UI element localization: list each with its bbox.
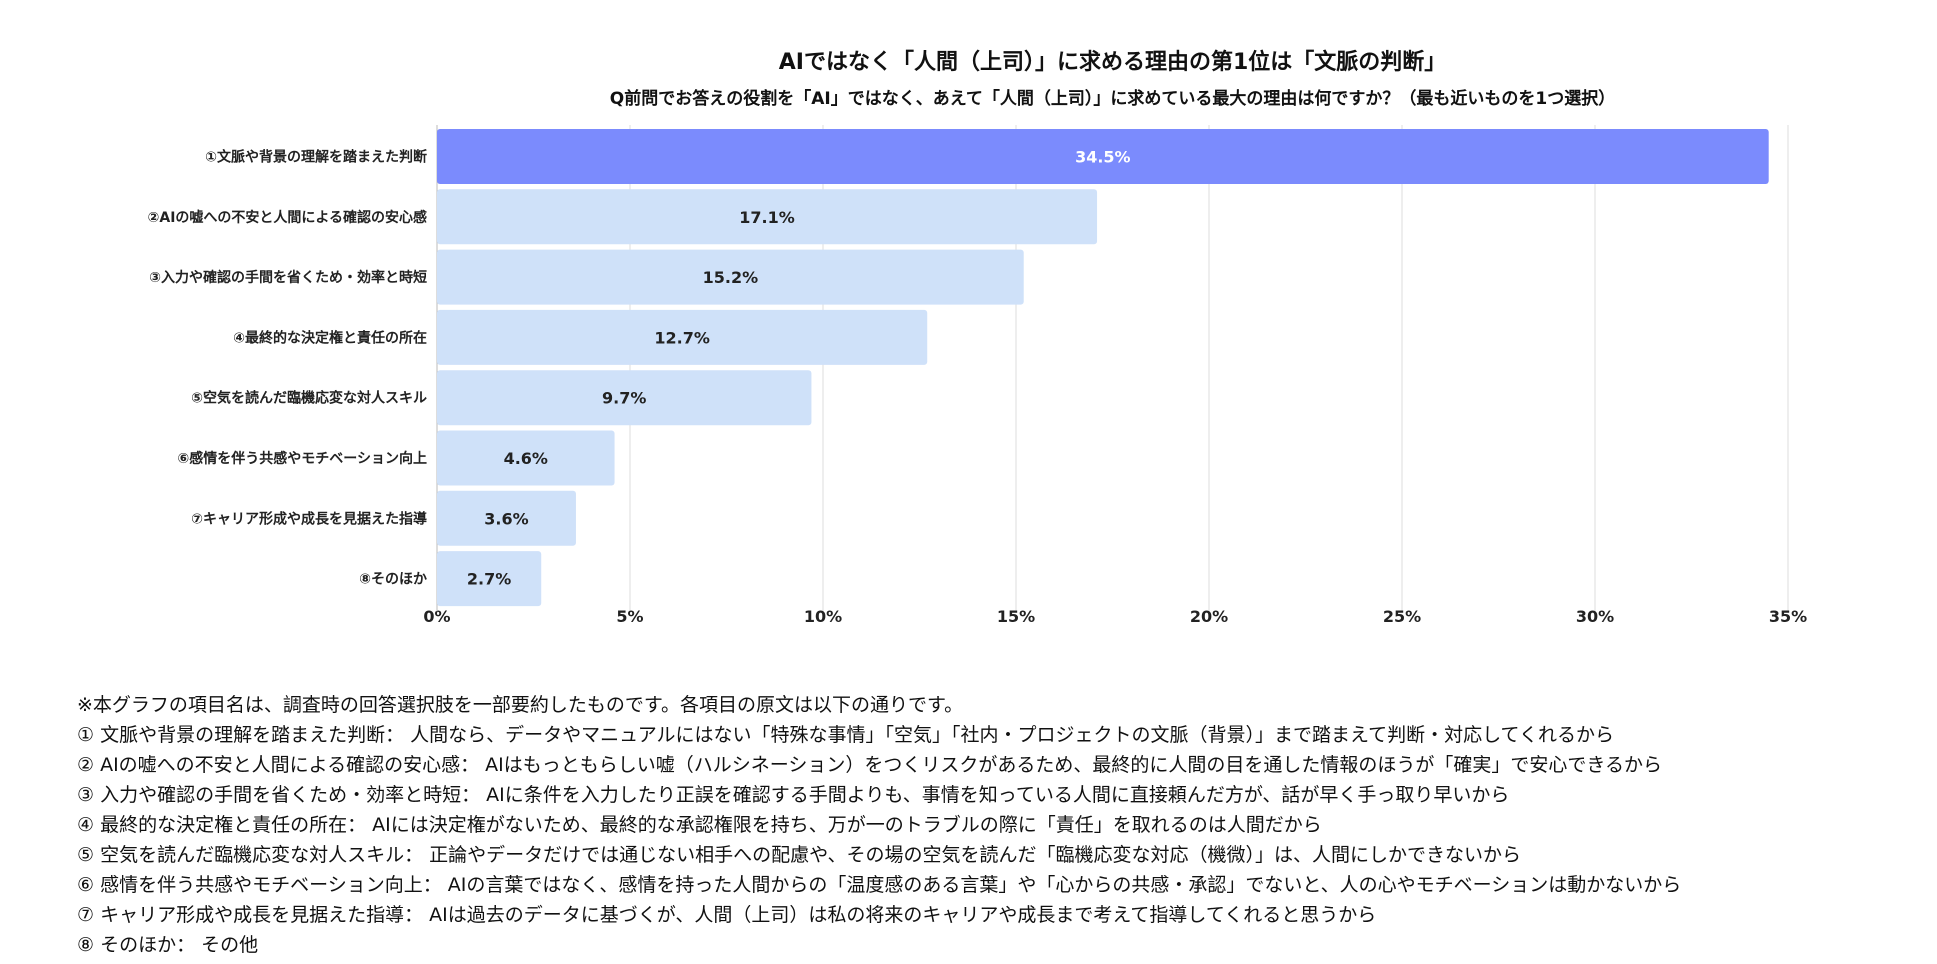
x-tick-label: 5% bbox=[616, 607, 643, 626]
bar bbox=[437, 129, 1769, 184]
footnote-line: ※本グラフの項目名は、調査時の回答選択肢を一部要約したものです。各項目の原文は以… bbox=[77, 694, 964, 716]
footnote-line: ③ 入力や確認の手間を省くため・効率と時短： AIに条件を入力したり正誤を確認す… bbox=[77, 784, 1510, 806]
footnote-line: ④ 最終的な決定権と責任の所在： AIには決定権がないため、最終的な承認権限を持… bbox=[77, 814, 1322, 836]
bar bbox=[437, 490, 576, 546]
data-label: 15.2% bbox=[703, 268, 759, 287]
footnote-line: ⑦ キャリア形成や成長を見据えた指導： AIは過去のデータに基づくが、人間（上司… bbox=[77, 904, 1377, 926]
bar bbox=[437, 189, 1098, 245]
data-label: 17.1% bbox=[739, 208, 795, 227]
bar bbox=[437, 551, 542, 607]
x-tick-label: 35% bbox=[1769, 607, 1807, 626]
bar-chart: 0% 5% 10% 15% 20% 25% 30% 35% 34.5% ①文脈や背景の理解を踏まえ… bbox=[148, 125, 1807, 626]
data-label: 12.7% bbox=[654, 328, 710, 347]
category-label: ①文脈や背景の理解を踏まえた判断 bbox=[205, 149, 427, 166]
category-label: ③入力や確認の手間を省くため・効率と時短 bbox=[149, 269, 427, 286]
footnote-line: ② AIの嘘への不安と人間による確認の安心感： AIはもっともらしい嘘（ハルシネ… bbox=[77, 754, 1662, 776]
bar bbox=[437, 249, 1024, 305]
category-label: ⑤空気を読んだ臨機応変な対人スキル bbox=[191, 390, 427, 407]
x-tick-label: 30% bbox=[1576, 607, 1614, 626]
category-label: ⑧そのほか bbox=[359, 572, 427, 588]
footnotes: ※本グラフの項目名は、調査時の回答選択肢を一部要約したものです。各項目の原文は以… bbox=[77, 690, 1681, 960]
x-tick-label: 10% bbox=[804, 607, 842, 626]
footnote-line: ⑧ そのほか： その他 bbox=[77, 934, 259, 956]
footnote-line: ① 文脈や背景の理解を踏まえた判断： 人間なら、データやマニュアルにはない「特殊… bbox=[77, 724, 1614, 746]
bar bbox=[437, 370, 812, 426]
bar bbox=[437, 309, 928, 365]
bar bbox=[437, 430, 615, 486]
category-label: ⑥感情を伴う共感やモチベーション向上 bbox=[177, 450, 427, 467]
x-tick-label: 25% bbox=[1383, 607, 1421, 626]
data-label: 2.7% bbox=[467, 570, 511, 589]
x-tick-label: 0% bbox=[423, 607, 450, 626]
data-label: 9.7% bbox=[602, 389, 646, 408]
data-label: 3.6% bbox=[484, 509, 528, 528]
chart-title: AIではなく「人間（上司）」に求める理由の第1位は「文脈の判断」 bbox=[778, 50, 1447, 75]
category-label: ④最終的な決定権と責任の所在 bbox=[233, 329, 427, 346]
x-tick-label: 15% bbox=[997, 607, 1035, 626]
data-label: 34.5% bbox=[1075, 148, 1131, 167]
footnote-line: ⑤ 空気を読んだ臨機応変な対人スキル： 正論やデータだけでは通じない相手への配慮… bbox=[77, 844, 1522, 866]
footnote-line: ⑥ 感情を伴う共感やモチベーション向上： AIの言葉ではなく、感情を持った人間か… bbox=[77, 874, 1682, 896]
x-tick-label: 20% bbox=[1190, 607, 1228, 626]
category-label: ⑦キャリア形成や成長を見据えた指導 bbox=[191, 510, 427, 527]
category-label: ②AIの嘘への不安と人間による確認の安心感 bbox=[148, 209, 427, 226]
chart-subtitle: Q前問でお答えの役割を「AI」ではなく、あえて「人間（上司）」に求めている最大の… bbox=[609, 89, 1616, 109]
data-label: 4.6% bbox=[504, 449, 548, 468]
